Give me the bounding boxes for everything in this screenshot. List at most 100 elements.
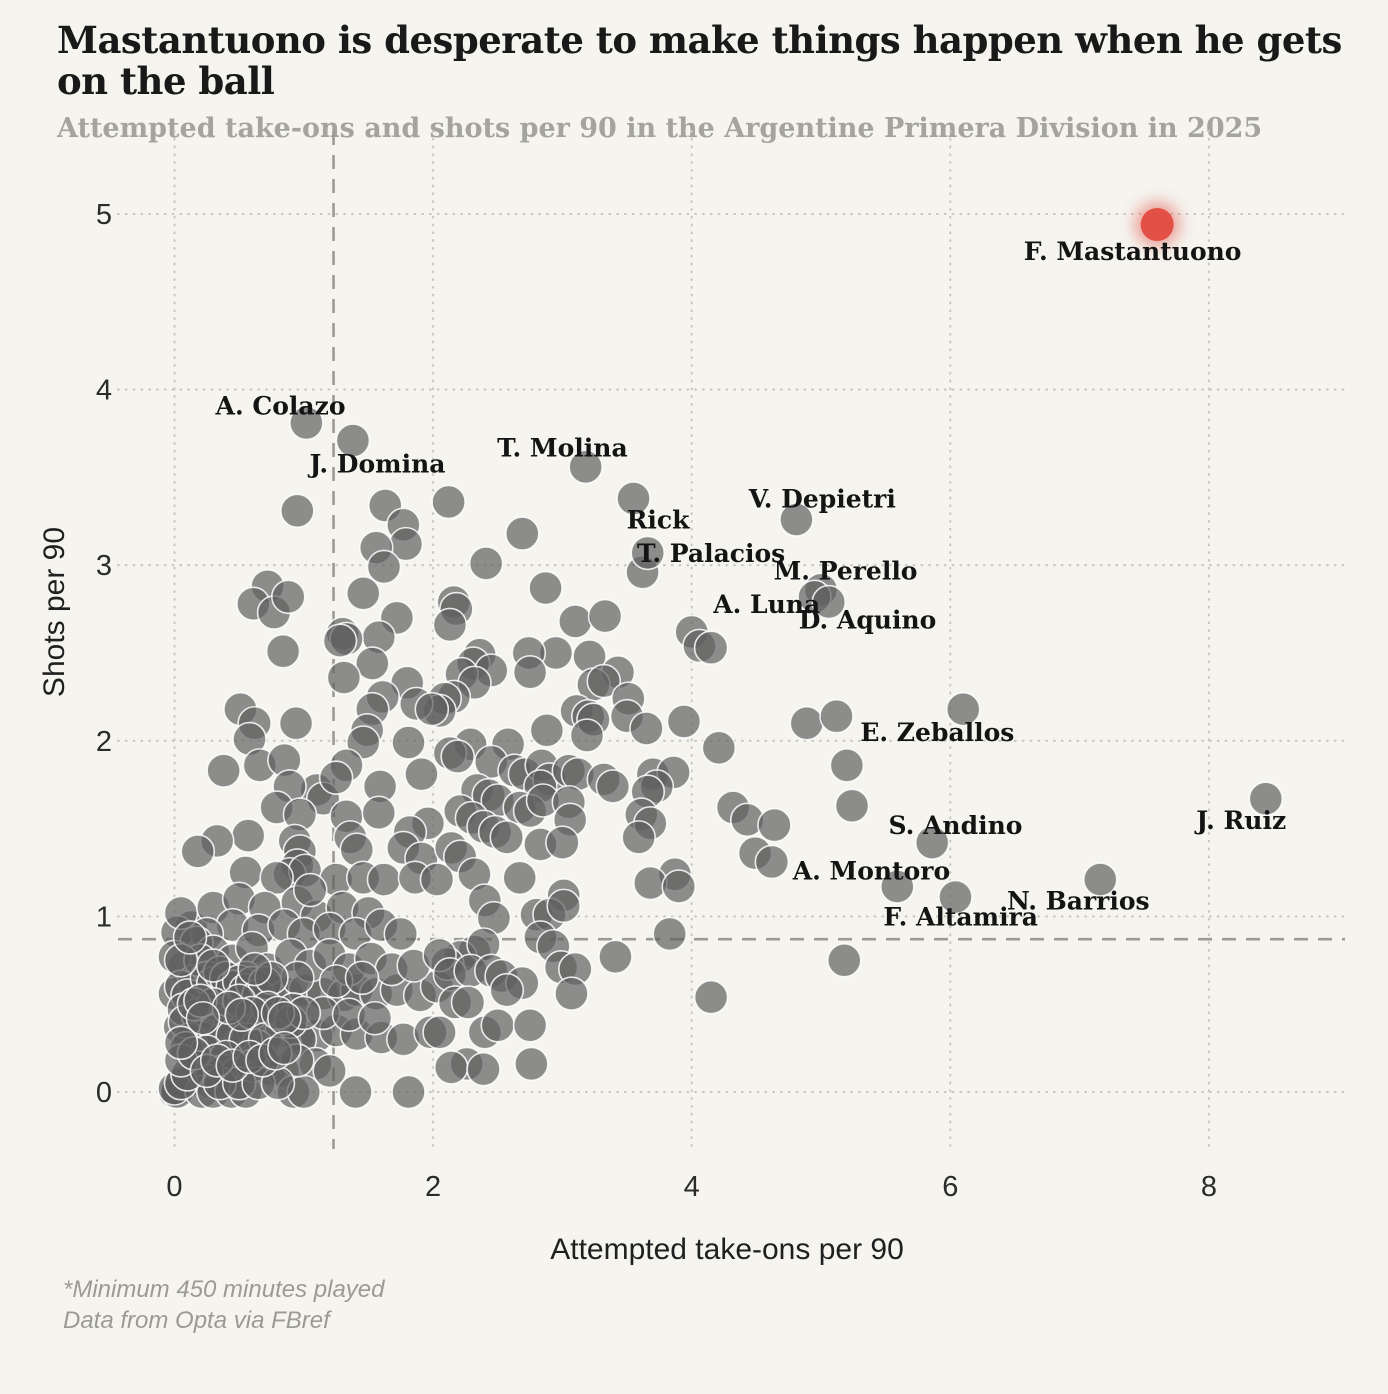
data-point <box>265 633 301 669</box>
data-point <box>466 1051 501 1087</box>
data-point <box>661 869 697 904</box>
x-tick-label-4: 4 <box>684 1171 700 1203</box>
player-label-rick: Rick <box>627 506 690 535</box>
data-point <box>357 1000 393 1036</box>
player-label-d-aquino: D. Aquino <box>799 606 937 635</box>
data-point-n-barrios <box>1082 862 1118 897</box>
data-point-j-domina <box>335 423 371 458</box>
data-point <box>345 575 381 611</box>
data-point <box>322 623 358 659</box>
x-tick-label-2: 2 <box>425 1171 441 1203</box>
data-point <box>528 570 563 606</box>
highlight-dot <box>1140 208 1174 242</box>
player-label-a-colazo: A. Colazo <box>215 391 346 420</box>
player-label-v-depietri: V. Depietri <box>748 484 896 513</box>
data-point <box>391 725 426 760</box>
player-label-f-altamira: F. Altamira <box>883 902 1038 931</box>
y-tick-label-3: 3 <box>96 550 112 582</box>
data-point-a-montoro <box>879 869 915 904</box>
data-point <box>480 1007 516 1043</box>
footnote-line-2: Data from Opta via FBref <box>63 1307 330 1335</box>
data-point-s-andino <box>914 825 950 860</box>
data-point <box>569 718 605 753</box>
y-tick-label-1: 1 <box>96 901 112 933</box>
data-points <box>157 405 1284 1110</box>
y-tick-label-4: 4 <box>96 375 112 407</box>
y-axis-title: Shots per 90 <box>38 527 71 697</box>
page-subtitle: Attempted take-ons and shots per 90 in t… <box>57 113 1263 145</box>
data-point <box>652 916 688 952</box>
data-point <box>366 549 402 585</box>
player-label-n-barrios: N. Barrios <box>1007 887 1150 916</box>
data-point <box>666 704 702 739</box>
data-point <box>292 872 328 908</box>
player-label-f-mastantuono: F. Mastantuono <box>1024 237 1242 266</box>
data-point <box>693 630 729 666</box>
data-point <box>237 951 272 987</box>
highlight-point <box>1135 202 1180 247</box>
data-point-d-aquino <box>811 584 847 620</box>
data-point <box>489 820 525 855</box>
axis-titles: Attempted take-ons per 90 Shots per 90 <box>38 527 904 1266</box>
player-label-j-ruiz: J. Ruiz <box>1194 806 1286 835</box>
data-point <box>206 753 241 788</box>
data-point <box>629 711 664 746</box>
player-label-t-molina: T. Molina <box>497 434 628 463</box>
data-point <box>505 516 540 551</box>
data-point-e-zeballos <box>945 691 981 727</box>
data-point <box>195 948 231 983</box>
player-labels: A. Colazo J. Domina T. Molina Rick V. Depiet… <box>215 237 1287 932</box>
data-point <box>185 1000 221 1036</box>
player-label-j-domina: J. Domina <box>308 449 446 478</box>
data-point <box>361 795 397 831</box>
data-point <box>355 646 390 681</box>
x-tick-label-6: 6 <box>942 1171 958 1203</box>
data-point <box>440 739 475 774</box>
data-point <box>754 844 790 880</box>
y-tick-label-5: 5 <box>96 199 112 231</box>
data-point <box>819 698 854 734</box>
data-point <box>598 939 633 975</box>
data-point <box>230 818 266 853</box>
data-point-v-depietri <box>779 502 814 537</box>
data-point <box>834 788 870 824</box>
x-axis-title: Attempted take-ons per 90 <box>550 1233 904 1266</box>
data-point <box>586 663 622 699</box>
player-label-t-palacios: T. Palacios <box>637 539 785 568</box>
data-point <box>180 834 216 869</box>
data-point <box>312 1053 347 1089</box>
player-label-m-perello: M. Perello <box>774 556 918 585</box>
page-title: Mastantuono is desperate to make things … <box>57 18 1342 103</box>
data-point <box>414 691 450 727</box>
data-point <box>391 1074 426 1110</box>
data-point <box>278 705 314 741</box>
chart-header: Mastantuono is desperate to make things … <box>57 18 1347 145</box>
data-point <box>404 756 439 792</box>
data-point-j-ruiz <box>1248 781 1284 817</box>
player-label-a-luna: A. Luna <box>712 590 820 619</box>
data-point <box>422 1014 457 1050</box>
y-tick-label-2: 2 <box>96 726 112 758</box>
data-point <box>757 807 792 843</box>
data-point <box>554 976 589 1011</box>
data-point <box>163 1025 199 1061</box>
data-point <box>621 820 656 855</box>
data-point-a-colazo <box>289 405 324 441</box>
data-point <box>339 832 375 867</box>
data-point <box>432 607 468 643</box>
data-point <box>267 1000 302 1036</box>
data-point <box>701 730 737 766</box>
data-point <box>502 860 538 896</box>
data-point <box>419 862 455 897</box>
data-point <box>587 598 623 634</box>
data-point <box>318 760 354 795</box>
data-point <box>789 705 825 741</box>
data-point-f-altamira <box>938 879 973 915</box>
data-point <box>693 979 729 1015</box>
data-point <box>280 493 315 529</box>
x-tick-label-0: 0 <box>166 1171 182 1203</box>
data-point <box>558 604 593 639</box>
data-point <box>529 712 565 748</box>
